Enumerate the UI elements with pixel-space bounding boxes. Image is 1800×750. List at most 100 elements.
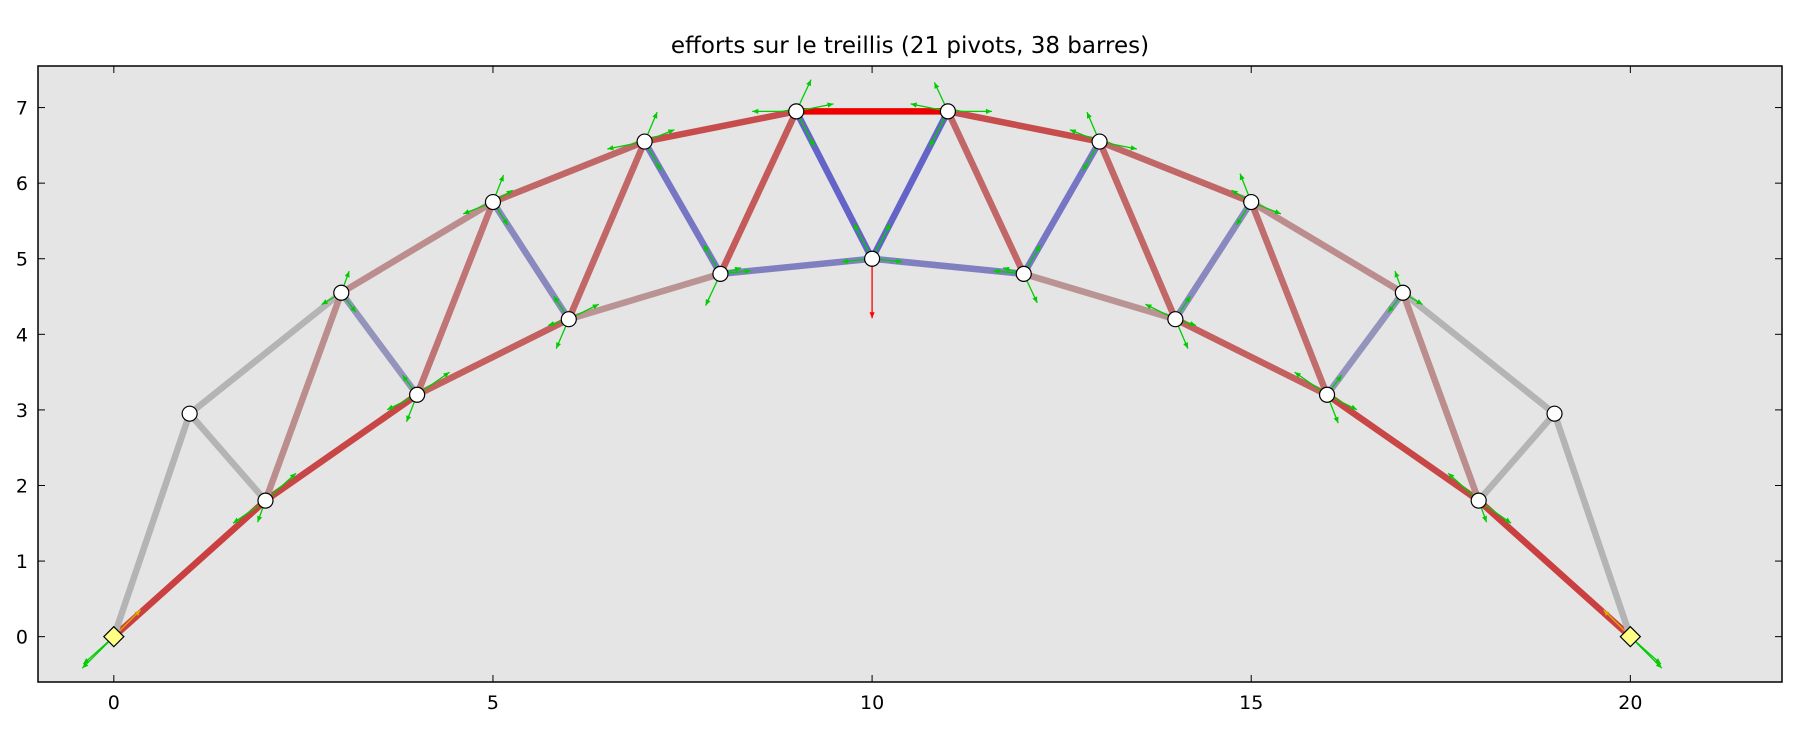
plot-area xyxy=(38,66,1782,682)
force-arrow-13-12-head xyxy=(1082,164,1089,171)
force-arrow-4-6-head xyxy=(387,404,394,410)
pivot-node-3 xyxy=(333,284,350,301)
force-arrow-4-3-head xyxy=(402,375,409,382)
pivot-node-6 xyxy=(560,311,577,328)
pivot-node-12 xyxy=(1015,265,1032,282)
nodes-layer xyxy=(102,103,1642,648)
x-tick-label-0: 0 xyxy=(108,692,120,714)
force-arrow-8-6-head xyxy=(734,266,742,272)
force-arrow-8-10-head xyxy=(744,268,751,275)
force-arrow-17-16-head xyxy=(1388,306,1394,313)
force-arrow-4-5-head xyxy=(406,415,412,422)
force-arrow-14-12-head xyxy=(1189,321,1196,327)
bar-13-14 xyxy=(1096,138,1179,323)
y-tick-label-4: 4 xyxy=(16,324,28,346)
force-arrow-4-2-head xyxy=(443,372,450,378)
pivot-node-16 xyxy=(1318,386,1336,403)
force-arrow-12-11-head xyxy=(1032,296,1038,303)
bar-0-2 xyxy=(110,497,269,640)
force-arrow-10-12-head xyxy=(896,258,903,264)
force-arrow-5-7-head xyxy=(463,209,470,215)
y-tick-label-1: 1 xyxy=(16,551,28,573)
axis-ticks-layer: 0 5 10 15 20 0 1 2 3 4 5 6 7 xyxy=(16,66,1782,714)
force-arrow-15-16-head xyxy=(1239,173,1245,181)
force-arrow-9-8-head xyxy=(806,79,812,87)
pivot-node-7 xyxy=(636,133,653,150)
force-arrow-15-13-head xyxy=(1274,209,1281,215)
force-arrow-5-6-head xyxy=(502,218,508,226)
bar-18-20 xyxy=(1475,497,1634,640)
force-arrow-17-18-head xyxy=(1394,271,1400,278)
force-arrow-14-15-head xyxy=(1184,296,1191,303)
force-arrow-14-13-head xyxy=(1183,342,1188,349)
bar-1-2 xyxy=(186,410,269,504)
force-arrow-3-5-head xyxy=(321,299,329,305)
bar-14-16 xyxy=(1172,315,1331,399)
force-arrow-11-13-head xyxy=(910,102,918,108)
bar-1-3 xyxy=(186,289,345,417)
force-arrow-10-11-head xyxy=(885,223,891,231)
bar-19-20 xyxy=(1551,410,1634,640)
force-arrow-16-17-head xyxy=(1335,375,1342,382)
x-tick-label-15: 15 xyxy=(1239,692,1263,714)
pivot-node-2 xyxy=(257,492,274,509)
bar-0-1 xyxy=(110,410,193,640)
force-arrow-7-5-head xyxy=(667,129,675,135)
reaction-arrow-20-head xyxy=(1655,662,1662,669)
force-arrow-18-20-head xyxy=(1448,473,1455,480)
x-tick-label-10: 10 xyxy=(860,692,884,714)
pivot-node-11 xyxy=(939,103,957,120)
pivot-node-10 xyxy=(863,250,881,267)
force-arrow-5-4-head xyxy=(498,175,504,182)
force-arrow-8-9-head xyxy=(705,299,711,306)
y-tick-label-3: 3 xyxy=(16,400,28,422)
force-arrow-8-7-head xyxy=(703,244,710,252)
bar-2-4 xyxy=(262,391,421,504)
pivot-node-18 xyxy=(1470,492,1487,509)
force-arrow-6-5-head xyxy=(553,296,560,303)
force-arrow-13-14-head xyxy=(1086,112,1092,119)
bar-6-7 xyxy=(565,138,648,323)
force-arrow-14-16-head xyxy=(1145,304,1152,310)
y-tick-label-2: 2 xyxy=(16,475,28,497)
bar-11-12 xyxy=(944,108,1027,278)
force-arrow-3-2-head xyxy=(344,271,350,278)
pivot-node-5 xyxy=(484,193,502,211)
reaction-arrow-inner-0-head xyxy=(134,609,141,616)
bar-18-19 xyxy=(1475,410,1558,504)
pivot-node-17 xyxy=(1394,284,1411,301)
bar-17-18 xyxy=(1399,289,1482,504)
bar-8-9 xyxy=(717,108,800,278)
force-arrow-13-15-head xyxy=(1069,129,1077,135)
force-arrow-7-9-head xyxy=(607,145,614,151)
y-tick-label-7: 7 xyxy=(16,98,28,120)
pivot-node-8 xyxy=(712,265,729,282)
force-arrow-6-7-head xyxy=(556,342,561,349)
pivot-node-1 xyxy=(181,405,198,422)
chart-title: efforts sur le treillis (21 pivots, 38 b… xyxy=(671,33,1149,59)
bar-15-17 xyxy=(1247,198,1407,296)
force-arrow-9-10-head xyxy=(809,139,815,147)
force-arrow-12-13-head xyxy=(1035,244,1041,252)
pivot-node-13 xyxy=(1091,133,1108,150)
force-arrow-9-7-head xyxy=(827,102,834,108)
force-arrow-3-4-head xyxy=(350,306,356,313)
pivot-node-19 xyxy=(1546,405,1563,422)
force-arrow-2-3-head xyxy=(257,515,263,523)
force-arrow-2-0-head xyxy=(289,473,296,480)
x-tick-label-5: 5 xyxy=(487,692,499,714)
force-arrow-11-9-head xyxy=(985,108,992,114)
force-arrow-11-10-head xyxy=(929,139,935,147)
force-arrow-6-8-head xyxy=(548,321,555,327)
force-arrow-18-16-head xyxy=(1504,517,1512,524)
force-arrow-11-12-head xyxy=(934,82,940,89)
force-arrow-10-9-head xyxy=(854,223,860,231)
force-arrow-2-4-head xyxy=(233,517,240,524)
bar-15-16 xyxy=(1247,198,1331,399)
force-arrow-16-15-head xyxy=(1333,416,1339,424)
force-arrow-6-4-head xyxy=(592,304,599,310)
force-arrow-17-15-head xyxy=(1416,299,1423,305)
support-node-20 xyxy=(1619,625,1642,648)
pivot-node-9 xyxy=(788,103,805,120)
